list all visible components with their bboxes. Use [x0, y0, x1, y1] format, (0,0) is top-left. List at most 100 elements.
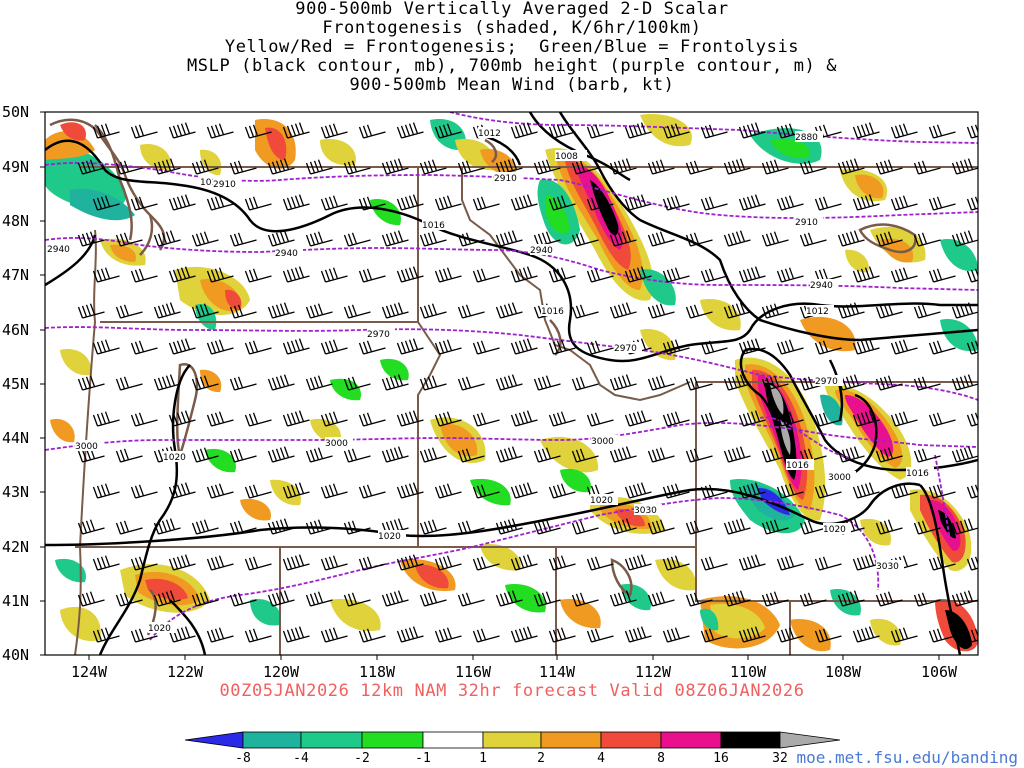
wind-barb: [533, 519, 561, 535]
wind-barb: [434, 555, 462, 571]
wind-barb: [92, 339, 120, 355]
wind-barb: [571, 592, 599, 607]
wind-barbs: [77, 122, 978, 643]
wind-barb: [571, 520, 599, 535]
wind-barb: [761, 303, 789, 319]
height-label: 2940: [530, 246, 553, 256]
wind-barb: [358, 412, 386, 427]
wind-barb: [77, 519, 105, 535]
wind-barb: [115, 160, 143, 175]
wind-barb: [571, 304, 599, 319]
colorbar-swatch: [361, 731, 424, 749]
lon-label: 110W: [730, 663, 767, 681]
wind-barb: [305, 591, 333, 607]
wind-barb: [913, 448, 941, 463]
lon-label: 106W: [921, 663, 958, 681]
wind-barb: [776, 411, 804, 427]
wind-barb: [358, 628, 386, 643]
wind-barb: [913, 376, 941, 391]
wind-barb: [343, 160, 371, 175]
wind-barb: [685, 232, 713, 247]
height-label: 2970: [614, 344, 637, 354]
wind-barb: [115, 376, 143, 391]
wind-barb: [533, 447, 561, 463]
wind-barb: [510, 410, 538, 427]
lon-label: 124W: [71, 663, 108, 681]
wind-barb: [814, 196, 842, 211]
wind-barb: [320, 483, 348, 499]
colorbar-label: 32: [772, 751, 788, 766]
wind-barb: [928, 268, 956, 283]
wind-barb: [244, 196, 272, 211]
wind-barb: [381, 158, 409, 175]
wind-barb: [419, 447, 447, 463]
wind-barb: [951, 446, 978, 463]
wind-barb: [267, 230, 295, 247]
wind-barb: [761, 159, 789, 175]
wind-barb: [738, 554, 766, 571]
height-label: 2940: [810, 281, 833, 291]
wind-barb: [320, 339, 348, 355]
wind-barb: [928, 196, 956, 211]
wind-barb: [875, 159, 903, 175]
wind-barb: [229, 448, 257, 463]
colorbar-swatch: [300, 731, 363, 749]
wind-barb: [267, 518, 295, 535]
height-label: 3030: [634, 506, 657, 516]
wind-barb: [723, 590, 751, 607]
wind-barb: [700, 340, 728, 355]
wind-barb: [130, 484, 158, 499]
wind-barb: [685, 160, 713, 175]
wind-barb: [130, 628, 158, 643]
wind-barb: [153, 302, 181, 319]
wind-barb: [738, 626, 766, 643]
height-label: 3000: [828, 473, 851, 483]
lon-label: 116W: [455, 663, 492, 681]
wind-barb: [434, 123, 462, 139]
title-block: 900-500mb Vertically Averaged 2-D Scalar…: [0, 0, 1024, 95]
wind-barb: [153, 590, 181, 607]
wind-barb: [244, 484, 272, 499]
lat-label: 46N: [2, 321, 29, 339]
wind-barb: [244, 340, 272, 355]
wind-barb: [776, 627, 804, 643]
wind-barb: [434, 195, 462, 211]
wind-barb: [343, 592, 371, 607]
height-label: 2940: [47, 245, 70, 255]
wind-barb: [115, 448, 143, 463]
wind-barb: [890, 195, 918, 211]
wind-barb: [244, 124, 272, 139]
wind-barb: [244, 268, 272, 283]
colorbar-label: 8: [657, 751, 665, 766]
wind-barb: [533, 375, 561, 391]
wind-barb: [267, 374, 295, 391]
wind-barb: [457, 376, 485, 391]
wind-barb: [951, 302, 978, 319]
wind-barb: [776, 195, 804, 211]
wind-barb: [92, 267, 120, 283]
wind-barb: [343, 304, 371, 319]
height-label: 2970: [367, 330, 390, 340]
mslp-label: 1016: [906, 469, 929, 479]
wind-barb: [700, 124, 728, 139]
wind-barb: [168, 266, 196, 283]
wind-barb: [206, 339, 234, 355]
wind-barb: [229, 520, 257, 535]
colorbar-label: -1: [415, 751, 431, 766]
source-website-link[interactable]: moe.met.fsu.edu/banding: [796, 748, 1018, 767]
wind-barb: [92, 627, 120, 643]
lat-label: 40N: [2, 646, 29, 664]
colorbar-label: 4: [597, 751, 605, 766]
wind-barb: [814, 412, 842, 427]
wind-barb: [662, 411, 690, 427]
wind-barb: [191, 519, 219, 535]
wind-barb: [358, 556, 386, 571]
wind-barb: [586, 628, 614, 643]
forecast-valid-time: 00Z05JAN2026 12km NAM 32hr forecast Vali…: [219, 681, 805, 701]
wind-barb: [396, 482, 424, 499]
wind-barb: [457, 160, 485, 175]
colorbar-swatch: [779, 731, 841, 749]
colorbar-swatch: [184, 731, 244, 749]
wind-barb: [305, 519, 333, 535]
wind-barb: [510, 482, 538, 499]
